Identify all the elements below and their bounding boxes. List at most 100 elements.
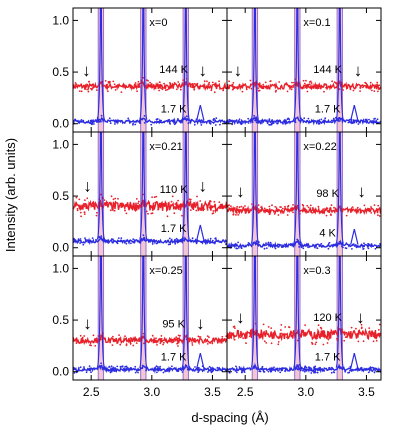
low-T-series-point bbox=[111, 238, 113, 240]
low-T-series-point bbox=[88, 369, 91, 372]
high-T-series-point bbox=[299, 86, 302, 89]
high-T-series-point bbox=[227, 209, 229, 212]
low-T-series-point bbox=[373, 118, 375, 120]
low-T-series-point bbox=[317, 121, 320, 123]
high-T-series-point bbox=[217, 340, 219, 343]
low-T-series-point bbox=[153, 240, 156, 243]
y-tick-label: 1.0 bbox=[52, 137, 69, 151]
low-T-label: 1.7 K bbox=[315, 103, 341, 115]
high-T-series-point bbox=[292, 86, 295, 88]
y-tick-label: 0.0 bbox=[52, 365, 69, 379]
high-T-series-point bbox=[303, 334, 306, 337]
low-T-series-point bbox=[304, 365, 307, 368]
high-T-series-point bbox=[161, 206, 164, 208]
high-T-series-point bbox=[112, 198, 115, 201]
high-T-series-point bbox=[242, 206, 245, 209]
high-T-series-point bbox=[370, 206, 372, 208]
high-T-series-point bbox=[229, 208, 232, 211]
high-T-series-point bbox=[208, 83, 210, 85]
main-peak-band bbox=[183, 8, 189, 132]
main-peak-band bbox=[337, 132, 343, 256]
high-T-series-point bbox=[169, 85, 171, 88]
low-T-series-point bbox=[143, 236, 145, 239]
low-T-series-point bbox=[143, 122, 146, 124]
high-T-series-point bbox=[76, 208, 79, 210]
low-T-series-point bbox=[237, 241, 240, 244]
high-T-series-point bbox=[260, 206, 262, 209]
high-T-series-point bbox=[292, 207, 295, 210]
high-T-series-point bbox=[319, 326, 322, 329]
high-T-series-point bbox=[185, 81, 187, 84]
high-T-series-point bbox=[107, 80, 110, 83]
panel-6: 2.5 3.0 3.5 ↓ ↓ x=0.3 120 K 1.7 K bbox=[226, 255, 382, 399]
low-T-series-point bbox=[96, 120, 99, 123]
high-T-series-point bbox=[377, 329, 380, 331]
high-T-series-point bbox=[212, 210, 215, 212]
high-T-series-point bbox=[117, 197, 119, 200]
low-T-series-point bbox=[300, 369, 302, 371]
low-T-series-point bbox=[80, 119, 83, 121]
low-T-series-point bbox=[84, 122, 87, 124]
low-T-series-point bbox=[267, 241, 270, 244]
low-T-peak bbox=[293, 256, 302, 368]
high-T-series-point bbox=[160, 338, 163, 340]
high-T-series-point bbox=[149, 81, 152, 84]
low-T-series-point bbox=[282, 122, 284, 125]
low-T-label: 1.7 K bbox=[161, 103, 187, 115]
low-T-series-point bbox=[160, 119, 163, 122]
low-T-series-point bbox=[131, 368, 134, 371]
high-T-series-point bbox=[232, 82, 235, 84]
low-T-series-point bbox=[330, 371, 333, 374]
high-T-series-point bbox=[224, 86, 227, 89]
high-T-series-point bbox=[195, 84, 198, 86]
high-T-series-point bbox=[104, 80, 107, 82]
high-T-series-point bbox=[290, 88, 293, 91]
low-T-series-point bbox=[345, 242, 348, 245]
low-T-series-point bbox=[247, 242, 250, 244]
high-T-series-point bbox=[150, 83, 153, 85]
low-T-series-point bbox=[319, 366, 321, 369]
high-T-series-point bbox=[222, 89, 225, 92]
high-T-series-point bbox=[322, 343, 325, 346]
low-T-series-point bbox=[98, 236, 101, 239]
low-T-series-point bbox=[176, 118, 179, 120]
high-T-series-point bbox=[353, 87, 356, 90]
high-T-series-point bbox=[286, 214, 289, 216]
high-T-series-point bbox=[269, 80, 272, 82]
low-T-series-point bbox=[177, 241, 180, 244]
low-T-series-point bbox=[203, 121, 206, 124]
high-T-series-point bbox=[136, 90, 139, 93]
high-T-series-point bbox=[143, 342, 145, 345]
high-T-series-point bbox=[231, 83, 234, 86]
high-T-series-point bbox=[127, 206, 130, 209]
high-T-series-point bbox=[84, 87, 87, 90]
low-T-series-point bbox=[320, 118, 323, 121]
low-T-series-point bbox=[107, 370, 110, 372]
high-T-series-point bbox=[322, 212, 325, 214]
high-T-series-point bbox=[83, 205, 86, 208]
low-T-series-point bbox=[83, 366, 85, 368]
high-T-series-point bbox=[100, 338, 102, 341]
low-T-series-point bbox=[98, 120, 101, 123]
high-T-series-point bbox=[370, 212, 373, 214]
high-T-series-point bbox=[125, 212, 128, 215]
low-T-series-point bbox=[307, 117, 310, 120]
low-T-series-point bbox=[367, 368, 370, 371]
high-T-series-point bbox=[274, 206, 277, 208]
high-T-series-point bbox=[347, 84, 350, 87]
low-T-series-point bbox=[308, 367, 311, 370]
low-T-series bbox=[73, 364, 227, 374]
high-T-series-point bbox=[221, 335, 224, 338]
high-T-series-point bbox=[315, 341, 318, 344]
high-T-series-point bbox=[109, 80, 111, 83]
high-T-series-point bbox=[265, 85, 267, 88]
high-T-series-point bbox=[362, 86, 364, 89]
high-T-series-point bbox=[107, 90, 109, 93]
low-T-series-point bbox=[125, 242, 128, 245]
low-T-series-point bbox=[322, 369, 325, 372]
high-T-series-point bbox=[270, 327, 273, 329]
high-T-series-point bbox=[154, 201, 157, 204]
high-T-series-point bbox=[243, 209, 246, 211]
high-T-series-point bbox=[293, 329, 295, 332]
high-T-series-point bbox=[268, 205, 271, 208]
